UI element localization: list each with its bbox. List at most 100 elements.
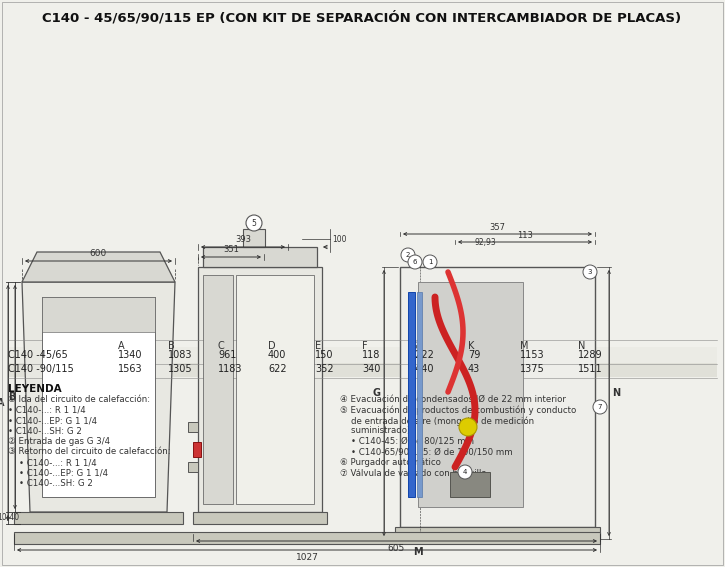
Text: C: C	[218, 341, 225, 351]
Text: ③ Retorno del circuito de calefacción:: ③ Retorno del circuito de calefacción:	[8, 447, 170, 456]
Text: 1: 1	[428, 259, 432, 265]
Bar	[8, 361, 717, 377]
Text: D: D	[268, 341, 276, 351]
Text: 351: 351	[223, 245, 239, 254]
Polygon shape	[22, 282, 175, 512]
Text: 600: 600	[90, 249, 107, 258]
Text: 1340: 1340	[118, 350, 143, 360]
Text: 79: 79	[468, 350, 481, 360]
Bar	[400, 267, 595, 527]
Text: 3: 3	[588, 269, 592, 275]
Text: 340: 340	[362, 364, 381, 374]
Circle shape	[458, 465, 472, 479]
Circle shape	[401, 248, 415, 262]
Text: 357: 357	[489, 223, 505, 232]
Text: 400: 400	[268, 350, 286, 360]
Text: M: M	[520, 341, 529, 351]
Text: 10-40: 10-40	[0, 514, 19, 523]
Text: ⑤ Evacuación de productos de combustión y conducto: ⑤ Evacuación de productos de combustión …	[340, 405, 576, 415]
Circle shape	[408, 255, 422, 269]
Bar	[14, 532, 600, 544]
Text: ⑦ Válvula de vaciado con boquilla: ⑦ Válvula de vaciado con boquilla	[340, 468, 486, 477]
Text: 2: 2	[406, 252, 410, 258]
Bar	[42, 297, 155, 497]
Text: suministrado):: suministrado):	[340, 426, 413, 435]
Bar	[188, 462, 198, 472]
Text: 1083: 1083	[168, 350, 193, 360]
Text: 961: 961	[218, 350, 236, 360]
Bar	[42, 297, 155, 332]
Bar	[193, 512, 327, 524]
Text: • C140-...SH: G 2: • C140-...SH: G 2	[8, 479, 93, 488]
Circle shape	[583, 265, 597, 279]
Text: • C140-...: R 1 1/4: • C140-...: R 1 1/4	[8, 458, 96, 467]
Text: 6: 6	[413, 259, 418, 265]
Bar	[408, 292, 415, 497]
Text: C140 - 45/65/90/115 EP (CON KIT DE SEPARACIÓN CON INTERCAMBIADOR DE PLACAS): C140 - 45/65/90/115 EP (CON KIT DE SEPAR…	[43, 11, 682, 24]
Bar	[417, 292, 422, 497]
Text: 43: 43	[468, 364, 480, 374]
Bar	[243, 229, 265, 247]
Bar	[236, 275, 314, 504]
Text: ④ Evacuación de condensados IØ de 22 mm interior: ④ Evacuación de condensados IØ de 22 mm …	[340, 395, 566, 404]
Text: 1289: 1289	[578, 350, 602, 360]
Polygon shape	[22, 252, 175, 282]
Text: N: N	[612, 388, 620, 398]
Text: • C140-...EP: G 1 1/4: • C140-...EP: G 1 1/4	[8, 468, 108, 477]
Bar	[418, 282, 523, 507]
Bar	[14, 512, 183, 524]
Text: 7: 7	[597, 404, 602, 410]
Text: ② Entrada de gas G 3/4: ② Entrada de gas G 3/4	[8, 437, 110, 446]
Text: 1440: 1440	[410, 364, 434, 374]
Text: 622: 622	[268, 364, 286, 374]
Text: F: F	[362, 341, 368, 351]
Bar	[193, 442, 201, 457]
Text: 605: 605	[388, 544, 405, 553]
Bar	[203, 275, 233, 504]
Text: 113: 113	[517, 231, 533, 240]
Text: K: K	[468, 341, 474, 351]
Text: • C140-...SH: G 2: • C140-...SH: G 2	[8, 426, 82, 435]
Bar	[188, 422, 198, 432]
Text: 393: 393	[235, 235, 251, 244]
Text: 1511: 1511	[578, 364, 602, 374]
Text: • C140-65/90/115: Ø de 100/150 mm: • C140-65/90/115: Ø de 100/150 mm	[340, 447, 513, 456]
Text: B: B	[9, 392, 16, 402]
Text: de entrada de aire (monguito de medición: de entrada de aire (monguito de medición	[340, 416, 534, 425]
Text: ① Ida del circuito de calefacción:: ① Ida del circuito de calefacción:	[8, 395, 150, 404]
Text: M: M	[413, 547, 423, 557]
Bar	[8, 347, 717, 363]
Text: • C140-...EP: G 1 1/4: • C140-...EP: G 1 1/4	[8, 416, 97, 425]
Text: C140 -45/65: C140 -45/65	[8, 350, 67, 360]
Text: ⑥ Purgador automático: ⑥ Purgador automático	[340, 458, 441, 467]
Text: 150: 150	[315, 350, 334, 360]
Text: 1027: 1027	[296, 553, 318, 562]
Text: 1305: 1305	[168, 364, 193, 374]
Circle shape	[593, 400, 607, 414]
Text: LEYENDA: LEYENDA	[8, 384, 62, 394]
Circle shape	[459, 418, 477, 436]
Text: B: B	[168, 341, 175, 351]
Text: 1563: 1563	[118, 364, 143, 374]
Text: 1222: 1222	[410, 350, 435, 360]
Text: 352: 352	[315, 364, 334, 374]
Text: G: G	[410, 341, 418, 351]
Bar	[198, 267, 322, 512]
Text: 100: 100	[332, 235, 347, 243]
Text: 1153: 1153	[520, 350, 544, 360]
Text: A: A	[0, 398, 4, 408]
Circle shape	[246, 215, 262, 231]
Text: • C140-45: Ø de 80/125 mm: • C140-45: Ø de 80/125 mm	[340, 437, 474, 446]
Text: 1375: 1375	[520, 364, 544, 374]
Text: 118: 118	[362, 350, 381, 360]
Bar	[395, 527, 600, 539]
Text: • C140-...: R 1 1/4: • C140-...: R 1 1/4	[8, 405, 86, 414]
Text: G: G	[373, 388, 381, 398]
Text: 4: 4	[463, 469, 467, 475]
Text: N: N	[578, 341, 585, 351]
Text: 1183: 1183	[218, 364, 242, 374]
Text: C140 -90/115: C140 -90/115	[8, 364, 74, 374]
Text: 5: 5	[252, 218, 257, 227]
Text: A: A	[118, 341, 125, 351]
Bar	[203, 247, 317, 267]
